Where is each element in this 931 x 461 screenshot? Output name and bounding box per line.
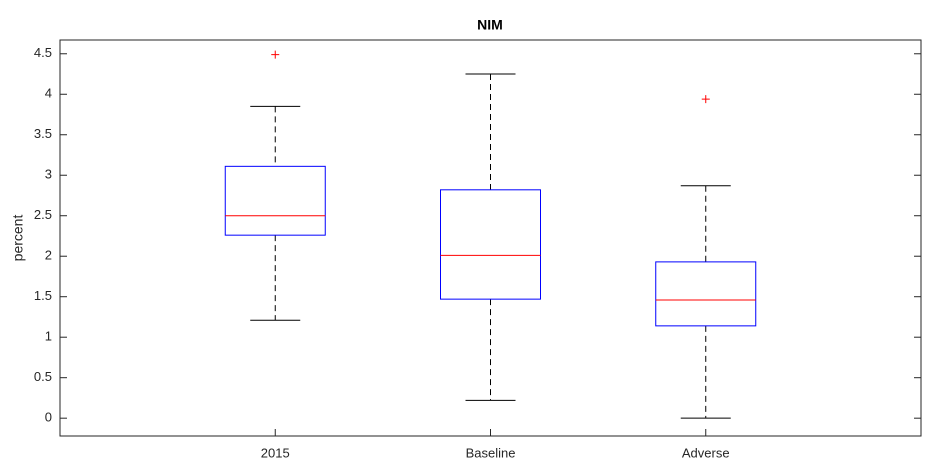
y-tick-label: 2 [45, 248, 52, 263]
x-tick-label: Baseline [466, 445, 516, 460]
x-tick-label: 2015 [261, 445, 290, 460]
y-tick-label: 4 [45, 86, 52, 101]
y-tick-label: 4.5 [34, 45, 52, 60]
chart-title: NIM [477, 17, 503, 33]
y-tick-label: 1.5 [34, 288, 52, 303]
box [655, 261, 757, 327]
y-tick-label: 3.5 [34, 126, 52, 141]
x-tick-label: Adverse [682, 445, 730, 460]
y-tick-label: 3 [45, 167, 52, 182]
y-tick-label: 2.5 [34, 207, 52, 222]
box [224, 165, 326, 236]
outlier [271, 50, 280, 59]
y-tick-label: 0.5 [34, 369, 52, 384]
y-tick-label: 1 [45, 329, 52, 344]
outlier [701, 95, 710, 104]
y-tick-label: 0 [45, 410, 52, 425]
box [440, 189, 541, 300]
y-axis-label: percent [10, 215, 26, 262]
